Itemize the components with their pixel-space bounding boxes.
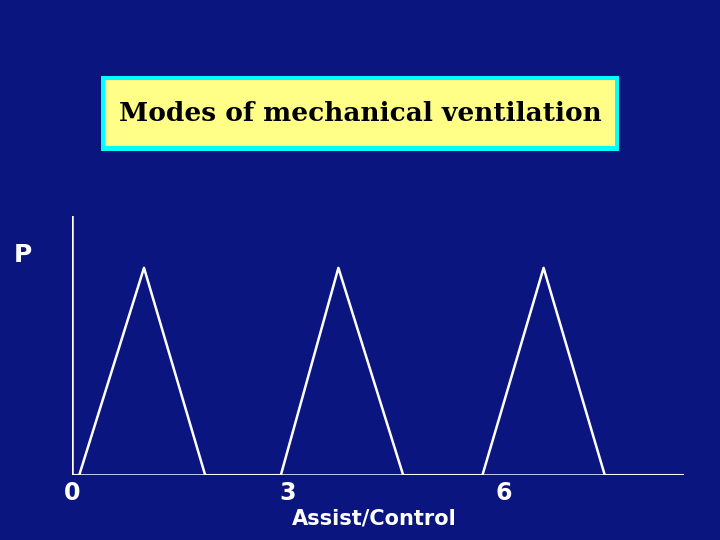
- Text: Modes of mechanical ventilation: Modes of mechanical ventilation: [119, 101, 601, 126]
- Text: Assist/Control: Assist/Control: [292, 508, 456, 529]
- Text: P: P: [14, 243, 32, 267]
